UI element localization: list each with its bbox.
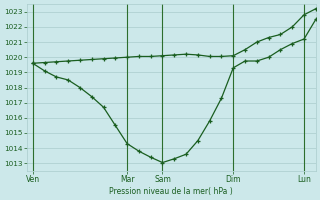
X-axis label: Pression niveau de la mer( hPa ): Pression niveau de la mer( hPa ) [109, 187, 233, 196]
